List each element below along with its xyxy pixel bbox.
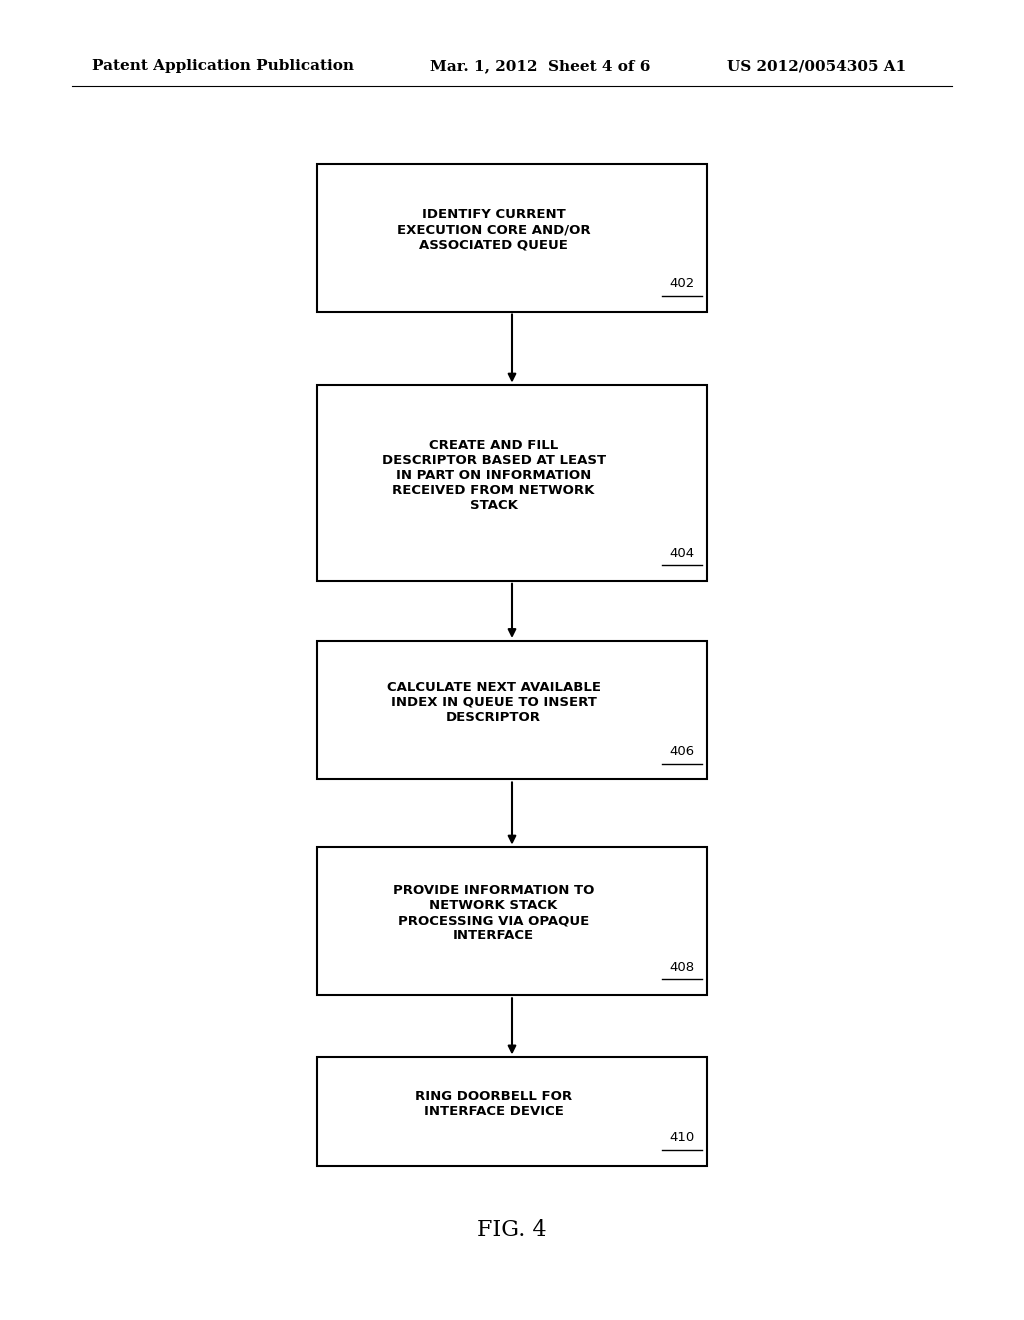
Text: PROVIDE INFORMATION TO
NETWORK STACK
PROCESSING VIA OPAQUE
INTERFACE: PROVIDE INFORMATION TO NETWORK STACK PRO… bbox=[393, 884, 594, 942]
Text: 406: 406 bbox=[670, 746, 694, 758]
Text: 402: 402 bbox=[670, 277, 694, 290]
Text: FIG. 4: FIG. 4 bbox=[477, 1220, 547, 1241]
Text: CALCULATE NEXT AVAILABLE
INDEX IN QUEUE TO INSERT
DESCRIPTOR: CALCULATE NEXT AVAILABLE INDEX IN QUEUE … bbox=[387, 681, 600, 723]
Text: US 2012/0054305 A1: US 2012/0054305 A1 bbox=[727, 59, 906, 74]
FancyBboxPatch shape bbox=[317, 1057, 707, 1166]
FancyBboxPatch shape bbox=[317, 164, 707, 312]
Text: 408: 408 bbox=[670, 961, 694, 974]
Text: RING DOORBELL FOR
INTERFACE DEVICE: RING DOORBELL FOR INTERFACE DEVICE bbox=[415, 1089, 572, 1118]
Text: Patent Application Publication: Patent Application Publication bbox=[92, 59, 354, 74]
Text: 410: 410 bbox=[670, 1131, 694, 1144]
FancyBboxPatch shape bbox=[317, 385, 707, 581]
Text: Mar. 1, 2012  Sheet 4 of 6: Mar. 1, 2012 Sheet 4 of 6 bbox=[430, 59, 650, 74]
Text: 404: 404 bbox=[670, 546, 694, 560]
Text: IDENTIFY CURRENT
EXECUTION CORE AND/OR
ASSOCIATED QUEUE: IDENTIFY CURRENT EXECUTION CORE AND/OR A… bbox=[396, 209, 591, 251]
FancyBboxPatch shape bbox=[317, 847, 707, 995]
FancyBboxPatch shape bbox=[317, 640, 707, 779]
Text: CREATE AND FILL
DESCRIPTOR BASED AT LEAST
IN PART ON INFORMATION
RECEIVED FROM N: CREATE AND FILL DESCRIPTOR BASED AT LEAS… bbox=[382, 438, 605, 512]
